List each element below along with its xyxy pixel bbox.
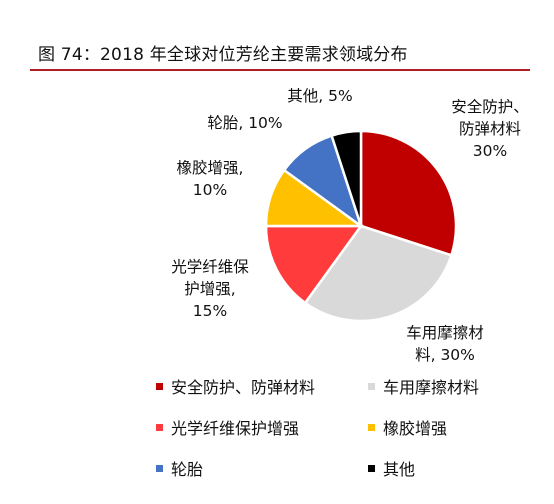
legend-label: 安全防护、防弹材料 xyxy=(171,378,316,397)
slice-label-safety-ballistic: 安全防护、防弹材料 30% xyxy=(451,98,529,160)
slice-label-line: 橡胶增强, xyxy=(177,159,244,177)
legend-item-tire: 轮胎 xyxy=(156,456,203,480)
pie-slice-auto-friction xyxy=(303,224,453,323)
slice-label-optical-fiber: 光学纤维保护增强, 15% xyxy=(171,258,249,320)
legend-item-auto-friction: 车用摩擦材料 xyxy=(368,374,479,398)
legend-label: 车用摩擦材料 xyxy=(383,378,480,397)
legend-swatch xyxy=(368,382,375,390)
pie-slice-safety-ballistic xyxy=(359,129,458,257)
slice-label-line: 护增强, xyxy=(184,280,235,298)
legend-item-optical-fiber: 光学纤维保护增强 xyxy=(156,415,299,439)
slice-label-line: 车用摩擦材 xyxy=(406,324,484,342)
pie-slice-optical-fiber xyxy=(264,224,364,305)
slice-label-line: 料, 30% xyxy=(415,346,475,364)
slice-label-rubber: 橡胶增强, 10% xyxy=(177,159,244,199)
legend-swatch xyxy=(156,382,163,390)
slice-label-tire: 轮胎, 10% xyxy=(207,114,282,132)
legend-swatch xyxy=(156,464,163,472)
legend-item-other: 其他 xyxy=(368,456,415,480)
title-divider xyxy=(30,69,530,71)
figure-title: 图 74：2018 年全球对位芳纶主要需求领域分布 xyxy=(38,45,408,65)
slice-label-line: 15% xyxy=(193,302,227,320)
legend-label: 其他 xyxy=(383,460,416,479)
pie-slice-other xyxy=(330,129,363,227)
legend-label: 橡胶增强 xyxy=(383,419,448,438)
slice-label-line: 光学纤维保 xyxy=(171,258,249,276)
legend-swatch xyxy=(368,464,375,472)
slice-label-line: 防弹材料 xyxy=(459,120,521,138)
slice-label-line: 其他, 5% xyxy=(287,87,352,105)
slice-label-auto-friction: 车用摩擦材料, 30% xyxy=(406,324,484,364)
legend-label: 光学纤维保护增强 xyxy=(171,419,300,438)
legend-label: 轮胎 xyxy=(171,460,204,479)
legend-item-safety-ballistic: 安全防护、防弹材料 xyxy=(156,374,315,398)
slice-label-other: 其他, 5% xyxy=(287,87,352,105)
slice-label-line: 安全防护、 xyxy=(451,98,529,116)
legend-item-rubber: 橡胶增强 xyxy=(368,415,447,439)
legend-swatch xyxy=(368,423,375,431)
legend-swatch xyxy=(156,423,163,431)
slice-label-line: 30% xyxy=(473,142,507,160)
slice-label-line: 10% xyxy=(193,181,227,199)
slice-label-line: 轮胎, 10% xyxy=(207,114,282,132)
